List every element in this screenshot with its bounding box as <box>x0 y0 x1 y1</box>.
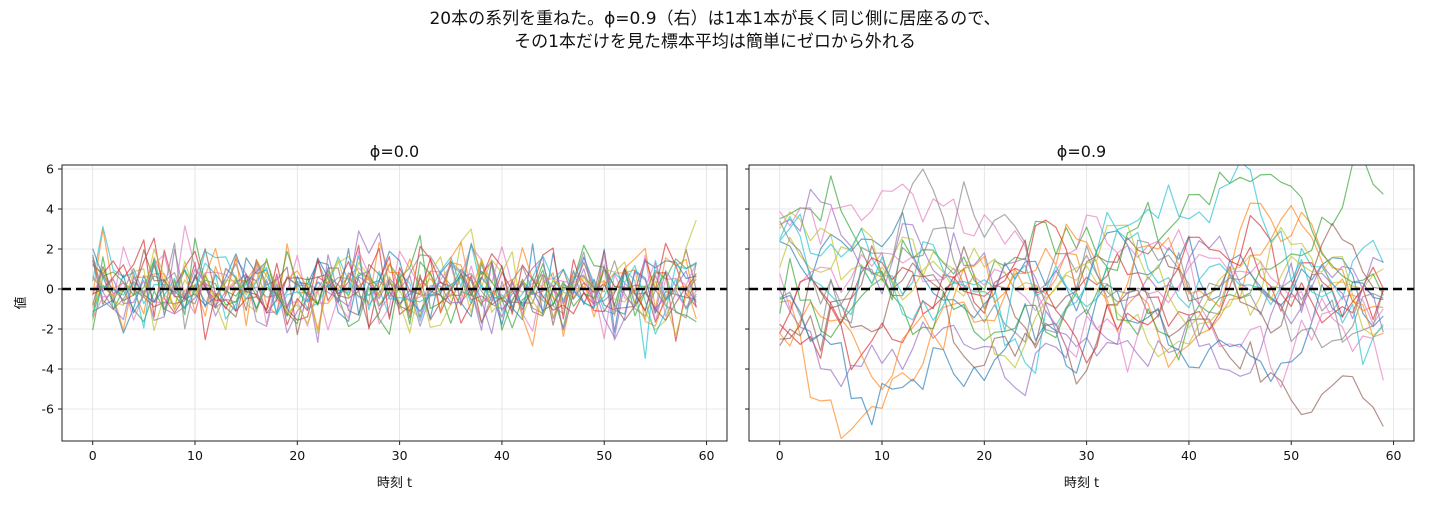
series-line-15 <box>92 248 697 339</box>
y-tick-label: -4 <box>42 362 55 377</box>
series-line-17 <box>779 183 1384 381</box>
x-tick-label: 40 <box>494 448 510 463</box>
x-tick-label: 50 <box>596 448 612 463</box>
series-line-8 <box>92 251 697 315</box>
series-line-19 <box>779 211 1384 369</box>
y-tick-label: 4 <box>46 202 54 217</box>
x-tick-label: 30 <box>392 448 408 463</box>
series-line-8 <box>779 168 1384 343</box>
series-line-20 <box>779 165 1384 366</box>
series-line-5 <box>779 262 1384 397</box>
x-tick-label: 20 <box>976 448 992 463</box>
x-tick-label: 0 <box>776 448 784 463</box>
y-tick-label: -2 <box>42 322 54 337</box>
series-line-1 <box>779 211 1384 328</box>
x-axis-label: 時刻 t <box>377 476 412 491</box>
series-group <box>92 219 697 359</box>
figure-suptitle: 20本の系列を重ねた。ϕ=0.9（右）は1本1本が長く同じ側に居座るので、 その… <box>0 8 1430 54</box>
x-tick-label: 0 <box>89 448 97 463</box>
x-tick-label: 50 <box>1283 448 1299 463</box>
y-tick-label: 6 <box>46 162 54 177</box>
suptitle-line-1: 20本の系列を重ねた。ϕ=0.9（右）は1本1本が長く同じ側に居座るので、 <box>429 9 1001 29</box>
y-tick-label: 2 <box>46 242 54 257</box>
panel-title: ϕ=0.9 <box>1057 142 1106 161</box>
series-line-11 <box>779 281 1384 426</box>
series-line-7 <box>779 214 1384 388</box>
series-line-13 <box>779 171 1384 342</box>
series-line-18 <box>779 181 1384 349</box>
y-axis-label: 値 <box>13 296 29 309</box>
y-tick-label: -6 <box>42 402 55 417</box>
series-line-16 <box>779 223 1384 368</box>
series-line-14 <box>779 236 1384 364</box>
chart-panel-2: 0 10 20 30 40 50 60 ϕ=0.9 時刻 t <box>745 142 1415 491</box>
suptitle-line-2: その1本だけを見た標本平均は簡単にゼロから外れる <box>514 32 916 52</box>
x-tick-label: 40 <box>1181 448 1197 463</box>
panel-title: ϕ=0.0 <box>370 142 419 161</box>
x-tick-label: 10 <box>874 448 890 463</box>
series-line-9 <box>779 226 1384 358</box>
y-tick-label: 0 <box>46 282 54 297</box>
x-tick-label: 60 <box>699 448 715 463</box>
x-tick-label: 60 <box>1386 448 1402 463</box>
plot-frame <box>748 164 1415 442</box>
series-line-4 <box>779 214 1384 371</box>
x-tick-label: 10 <box>187 448 203 463</box>
series-group <box>779 165 1384 439</box>
x-axis-label: 時刻 t <box>1064 476 1099 491</box>
chart-panel-1: 0 10 20 30 40 50 60 -6 -4 -2 0 2 4 6 ϕ=0.0 時刻 t 値 <box>13 142 728 491</box>
x-tick-label: 30 <box>1079 448 1095 463</box>
series-line-16 <box>92 248 697 328</box>
series-line-17 <box>92 225 697 332</box>
x-tick-label: 20 <box>289 448 305 463</box>
series-line-12 <box>92 228 697 330</box>
series-line-20 <box>92 250 697 335</box>
plot-frame <box>61 164 728 442</box>
